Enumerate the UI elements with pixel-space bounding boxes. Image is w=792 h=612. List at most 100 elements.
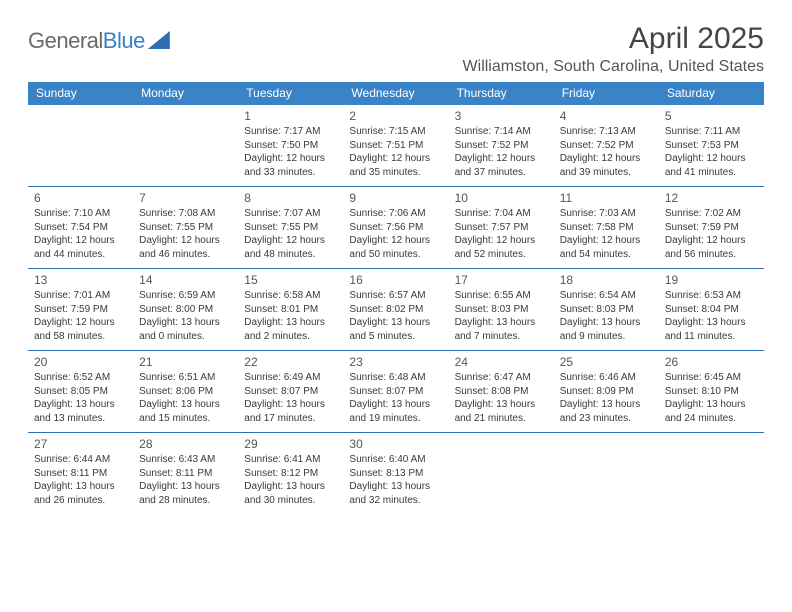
daylight-line1: Daylight: 13 hours xyxy=(560,398,653,412)
weekday-header: Saturday xyxy=(659,82,764,105)
daylight-line2: and 17 minutes. xyxy=(244,412,337,426)
sunset-text: Sunset: 7:58 PM xyxy=(560,221,653,235)
daylight-line1: Daylight: 13 hours xyxy=(349,316,442,330)
daylight-line2: and 58 minutes. xyxy=(34,330,127,344)
day-number: 4 xyxy=(560,108,653,124)
daylight-line1: Daylight: 12 hours xyxy=(455,234,548,248)
day-number: 8 xyxy=(244,190,337,206)
calendar-cell: 27Sunrise: 6:44 AMSunset: 8:11 PMDayligh… xyxy=(28,433,133,515)
calendar-cell xyxy=(659,433,764,515)
daylight-line2: and 13 minutes. xyxy=(34,412,127,426)
day-number: 28 xyxy=(139,436,232,452)
daylight-line1: Daylight: 12 hours xyxy=(34,234,127,248)
day-number: 15 xyxy=(244,272,337,288)
weekday-header: Monday xyxy=(133,82,238,105)
sunset-text: Sunset: 7:59 PM xyxy=(665,221,758,235)
daylight-line1: Daylight: 12 hours xyxy=(560,234,653,248)
sunset-text: Sunset: 8:11 PM xyxy=(34,467,127,481)
sunset-text: Sunset: 8:03 PM xyxy=(560,303,653,317)
daylight-line2: and 35 minutes. xyxy=(349,166,442,180)
sunrise-text: Sunrise: 6:59 AM xyxy=(139,289,232,303)
daylight-line2: and 46 minutes. xyxy=(139,248,232,262)
day-number: 7 xyxy=(139,190,232,206)
sunset-text: Sunset: 8:05 PM xyxy=(34,385,127,399)
sunrise-text: Sunrise: 6:46 AM xyxy=(560,371,653,385)
calendar-cell: 19Sunrise: 6:53 AMSunset: 8:04 PMDayligh… xyxy=(659,269,764,351)
calendar-cell: 16Sunrise: 6:57 AMSunset: 8:02 PMDayligh… xyxy=(343,269,448,351)
calendar-cell: 10Sunrise: 7:04 AMSunset: 7:57 PMDayligh… xyxy=(449,187,554,269)
calendar-cell: 8Sunrise: 7:07 AMSunset: 7:55 PMDaylight… xyxy=(238,187,343,269)
calendar-cell: 15Sunrise: 6:58 AMSunset: 8:01 PMDayligh… xyxy=(238,269,343,351)
day-number: 13 xyxy=(34,272,127,288)
daylight-line1: Daylight: 13 hours xyxy=(139,316,232,330)
day-number: 19 xyxy=(665,272,758,288)
weekday-header: Thursday xyxy=(449,82,554,105)
day-number: 10 xyxy=(455,190,548,206)
sunrise-text: Sunrise: 6:54 AM xyxy=(560,289,653,303)
title-block: April 2025 Williamston, South Carolina, … xyxy=(463,22,764,76)
sunrise-text: Sunrise: 6:49 AM xyxy=(244,371,337,385)
day-number: 9 xyxy=(349,190,442,206)
daylight-line1: Daylight: 13 hours xyxy=(34,480,127,494)
calendar-cell: 13Sunrise: 7:01 AMSunset: 7:59 PMDayligh… xyxy=(28,269,133,351)
day-number: 20 xyxy=(34,354,127,370)
daylight-line2: and 2 minutes. xyxy=(244,330,337,344)
sunrise-text: Sunrise: 7:14 AM xyxy=(455,125,548,139)
sunrise-text: Sunrise: 7:10 AM xyxy=(34,207,127,221)
daylight-line2: and 7 minutes. xyxy=(455,330,548,344)
day-number: 24 xyxy=(455,354,548,370)
daylight-line2: and 0 minutes. xyxy=(139,330,232,344)
location: Williamston, South Carolina, United Stat… xyxy=(463,58,764,76)
daylight-line2: and 21 minutes. xyxy=(455,412,548,426)
brand-part2: Blue xyxy=(103,28,145,53)
daylight-line1: Daylight: 13 hours xyxy=(349,398,442,412)
sunset-text: Sunset: 8:10 PM xyxy=(665,385,758,399)
calendar-cell: 11Sunrise: 7:03 AMSunset: 7:58 PMDayligh… xyxy=(554,187,659,269)
sunset-text: Sunset: 7:55 PM xyxy=(139,221,232,235)
day-number: 23 xyxy=(349,354,442,370)
calendar-cell: 24Sunrise: 6:47 AMSunset: 8:08 PMDayligh… xyxy=(449,351,554,433)
day-number: 27 xyxy=(34,436,127,452)
day-number: 29 xyxy=(244,436,337,452)
calendar-cell: 7Sunrise: 7:08 AMSunset: 7:55 PMDaylight… xyxy=(133,187,238,269)
sunset-text: Sunset: 8:07 PM xyxy=(244,385,337,399)
sunset-text: Sunset: 8:11 PM xyxy=(139,467,232,481)
day-number: 14 xyxy=(139,272,232,288)
day-number: 18 xyxy=(560,272,653,288)
day-number: 17 xyxy=(455,272,548,288)
sunset-text: Sunset: 8:00 PM xyxy=(139,303,232,317)
daylight-line2: and 44 minutes. xyxy=(34,248,127,262)
calendar-cell xyxy=(28,105,133,187)
sunrise-text: Sunrise: 6:57 AM xyxy=(349,289,442,303)
daylight-line1: Daylight: 13 hours xyxy=(244,316,337,330)
calendar-cell: 4Sunrise: 7:13 AMSunset: 7:52 PMDaylight… xyxy=(554,105,659,187)
daylight-line2: and 30 minutes. xyxy=(244,494,337,508)
sunrise-text: Sunrise: 7:15 AM xyxy=(349,125,442,139)
daylight-line2: and 28 minutes. xyxy=(139,494,232,508)
daylight-line2: and 23 minutes. xyxy=(560,412,653,426)
daylight-line1: Daylight: 13 hours xyxy=(139,398,232,412)
sunrise-text: Sunrise: 7:02 AM xyxy=(665,207,758,221)
day-number: 21 xyxy=(139,354,232,370)
daylight-line2: and 24 minutes. xyxy=(665,412,758,426)
sunrise-text: Sunrise: 7:07 AM xyxy=(244,207,337,221)
sunset-text: Sunset: 7:57 PM xyxy=(455,221,548,235)
daylight-line1: Daylight: 12 hours xyxy=(349,234,442,248)
day-number: 6 xyxy=(34,190,127,206)
sunset-text: Sunset: 7:52 PM xyxy=(455,139,548,153)
calendar-cell: 22Sunrise: 6:49 AMSunset: 8:07 PMDayligh… xyxy=(238,351,343,433)
daylight-line2: and 48 minutes. xyxy=(244,248,337,262)
daylight-line2: and 50 minutes. xyxy=(349,248,442,262)
daylight-line1: Daylight: 12 hours xyxy=(349,152,442,166)
brand-part1: General xyxy=(28,28,103,53)
day-number: 16 xyxy=(349,272,442,288)
day-number: 11 xyxy=(560,190,653,206)
daylight-line2: and 19 minutes. xyxy=(349,412,442,426)
calendar-cell: 26Sunrise: 6:45 AMSunset: 8:10 PMDayligh… xyxy=(659,351,764,433)
sunrise-text: Sunrise: 6:43 AM xyxy=(139,453,232,467)
calendar-cell: 2Sunrise: 7:15 AMSunset: 7:51 PMDaylight… xyxy=(343,105,448,187)
sunset-text: Sunset: 7:59 PM xyxy=(34,303,127,317)
daylight-line1: Daylight: 12 hours xyxy=(455,152,548,166)
daylight-line2: and 11 minutes. xyxy=(665,330,758,344)
sunrise-text: Sunrise: 6:41 AM xyxy=(244,453,337,467)
